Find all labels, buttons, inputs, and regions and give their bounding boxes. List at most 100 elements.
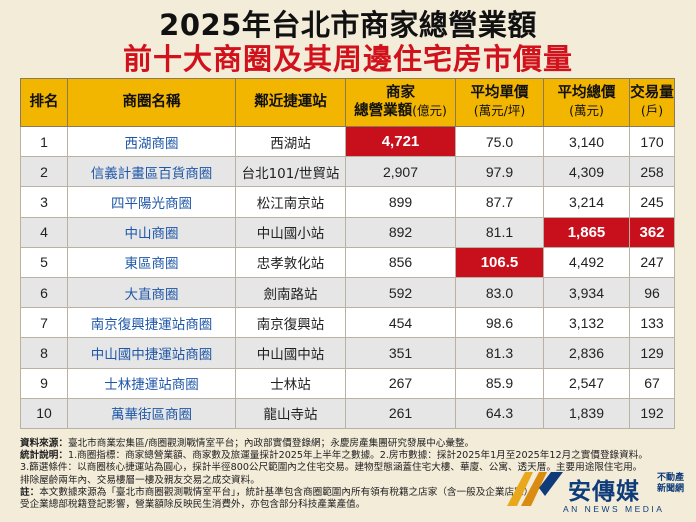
cell-district-name: 萬華街區商圈: [67, 397, 236, 429]
cell-rank: 4: [20, 216, 68, 248]
title-line-2: 前十大商圈及其周邊住宅房市價量: [122, 42, 573, 76]
cell-total-price: 4,309: [543, 156, 630, 188]
cell-unit-price: 97.9: [455, 156, 544, 188]
cell-volume-highlight: 362: [629, 216, 675, 248]
cell-district-name: 東區商圈: [67, 246, 236, 278]
cell-volume: 129: [629, 337, 675, 369]
cell-unit-price: 98.6: [455, 307, 544, 339]
header-district-name: 商圈名稱: [67, 78, 236, 127]
cell-station: 劍南路站: [235, 276, 346, 309]
header-revenue: 商家 總營業額(億元): [345, 78, 456, 127]
cell-station: 龍山寺站: [235, 397, 346, 429]
table-row: 2 信義計畫區百貨商圈 台北101/世貿站 2,907 97.9 4,309 2…: [20, 156, 675, 188]
cell-total-price: 2,547: [543, 367, 630, 399]
note-stats: 統計說明：1.商圈指標：商家總營業額、商家數及旅運量採計2025年上半年之數據。…: [20, 450, 648, 462]
cell-district-name: 西湖商圈: [67, 125, 236, 158]
cell-district-name: 中山國中捷運站商圈: [67, 337, 236, 369]
cell-revenue: 261: [345, 397, 456, 429]
header-rank: 排名: [20, 78, 68, 127]
cell-volume: 258: [629, 156, 675, 188]
cell-station: 中山國小站: [235, 216, 346, 248]
cell-rank: 6: [20, 276, 68, 309]
cell-unit-price: 81.1: [455, 216, 544, 248]
cell-unit-price: 64.3: [455, 397, 544, 429]
logo-english: AN NEWS MEDIA: [563, 504, 665, 514]
cell-unit-price: 85.9: [455, 367, 544, 399]
cell-station: 士林站: [235, 367, 346, 399]
cell-volume: 133: [629, 307, 675, 339]
cell-total-price: 3,140: [543, 125, 630, 158]
an-news-media-logo: 安傳媒 不動產 新聞網 AN NEWS MEDIA: [505, 468, 696, 522]
cell-rank: 1: [20, 125, 68, 158]
cell-station: 西湖站: [235, 125, 346, 158]
cell-rank: 2: [20, 156, 68, 188]
cell-total-price: 1,839: [543, 397, 630, 429]
cell-station: 南京復興站: [235, 307, 346, 339]
note-source: 資料來源：臺北市商業宏集區/商圈觀測戰情室平台；內政部實價登錄網；永慶房產集團研…: [20, 438, 475, 449]
cell-station: 忠孝敦化站: [235, 246, 346, 278]
title-line-1: 2025年台北市商家總營業額: [159, 8, 537, 42]
table-row: 7 南京復興捷運站商圈 南京復興站 454 98.6 3,132 133: [20, 307, 675, 339]
cell-total-price: 2,836: [543, 337, 630, 369]
logo-name: 安傳媒: [568, 479, 640, 505]
cell-revenue: 267: [345, 367, 456, 399]
cell-volume: 67: [629, 367, 675, 399]
cell-total-price-highlight: 1,865: [543, 216, 630, 248]
cell-total-price: 4,492: [543, 246, 630, 278]
cell-volume: 247: [629, 246, 675, 278]
cell-station: 松江南京站: [235, 186, 346, 218]
table-row: 10 萬華街區商圈 龍山寺站 261 64.3 1,839 192: [20, 397, 675, 429]
cell-district-name: 信義計畫區百貨商圈: [67, 156, 236, 188]
cell-revenue: 454: [345, 307, 456, 339]
table-row: 6 大直商圈 劍南路站 592 83.0 3,934 96: [20, 276, 675, 309]
cell-unit-price: 81.3: [455, 337, 544, 369]
cell-total-price: 3,934: [543, 276, 630, 309]
cell-revenue: 899: [345, 186, 456, 218]
table-row: 8 中山國中捷運站商圈 中山國中站 351 81.3 2,836 129: [20, 337, 675, 369]
cell-volume: 192: [629, 397, 675, 429]
logo-side-text: 不動產 新聞網: [657, 473, 685, 494]
cell-volume: 245: [629, 186, 675, 218]
table-row: 5 東區商圈 忠孝敦化站 856 106.5 4,492 247: [20, 246, 675, 278]
table-row: 4 中山商圈 中山國小站 892 81.1 1,865 362: [20, 216, 675, 248]
business-district-table: 排名 商圈名稱 鄰近捷運站 商家 總營業額(億元) 平均單價 (萬元/坪) 平均…: [20, 78, 675, 429]
header-unit-price: 平均單價 (萬元/坪): [455, 78, 544, 127]
cell-revenue: 592: [345, 276, 456, 309]
cell-unit-price: 75.0: [455, 125, 544, 158]
cell-rank: 9: [20, 367, 68, 399]
header-station: 鄰近捷運站: [235, 78, 346, 127]
cell-revenue: 2,907: [345, 156, 456, 188]
cell-district-name: 四平陽光商圈: [67, 186, 236, 218]
cell-rank: 5: [20, 246, 68, 278]
cell-rank: 3: [20, 186, 68, 218]
cell-unit-price-highlight: 106.5: [455, 246, 544, 278]
footnotes: 資料來源：臺北市商業宏集區/商圈觀測戰情室平台；內政部實價登錄網；永慶房產集團研…: [20, 438, 696, 511]
header-volume: 交易量 (戶): [629, 78, 675, 127]
cell-volume: 96: [629, 276, 675, 309]
cell-unit-price: 87.7: [455, 186, 544, 218]
cell-total-price: 3,132: [543, 307, 630, 339]
cell-station: 台北101/世貿站: [235, 156, 346, 188]
cell-unit-price: 83.0: [455, 276, 544, 309]
cell-revenue: 856: [345, 246, 456, 278]
cell-district-name: 中山商圈: [67, 216, 236, 248]
cell-revenue: 892: [345, 216, 456, 248]
table-row: 3 四平陽光商圈 松江南京站 899 87.7 3,214 245: [20, 186, 675, 218]
table-row: 9 士林捷運站商圈 士林站 267 85.9 2,547 67: [20, 367, 675, 399]
cell-rank: 8: [20, 337, 68, 369]
logo-mark-icon: [507, 472, 563, 506]
cell-total-price: 3,214: [543, 186, 630, 218]
header-total-price: 平均總價 (萬元): [543, 78, 630, 127]
cell-revenue: 351: [345, 337, 456, 369]
cell-district-name: 士林捷運站商圈: [67, 367, 236, 399]
note-remark: 註：本文數據來源為「臺北市商圈觀測戰情室平台」，統計基準包含商圈範圍內所有領有稅…: [20, 486, 539, 498]
note-exclusion: 排除屋齡兩年內、交易樓層一樓及親友交易之成交資料。: [20, 474, 260, 486]
note-filter: 3.篩選條件：以商圈核心捷運站為圓心，採計半徑800公尺範圍內之住宅交易。建物型…: [20, 462, 643, 474]
cell-district-name: 南京復興捷運站商圈: [67, 307, 236, 339]
table-row: 1 西湖商圈 西湖站 4,721 75.0 3,140 170: [20, 125, 675, 158]
cell-rank: 10: [20, 397, 68, 429]
cell-volume: 170: [629, 125, 675, 158]
cell-station: 中山國中站: [235, 337, 346, 369]
note-remark-cont: 受企業總部稅籍登記影響，營業額除反映民生消費外，亦包含部分科技產業產值。: [20, 499, 366, 511]
cell-district-name: 大直商圈: [67, 276, 236, 309]
